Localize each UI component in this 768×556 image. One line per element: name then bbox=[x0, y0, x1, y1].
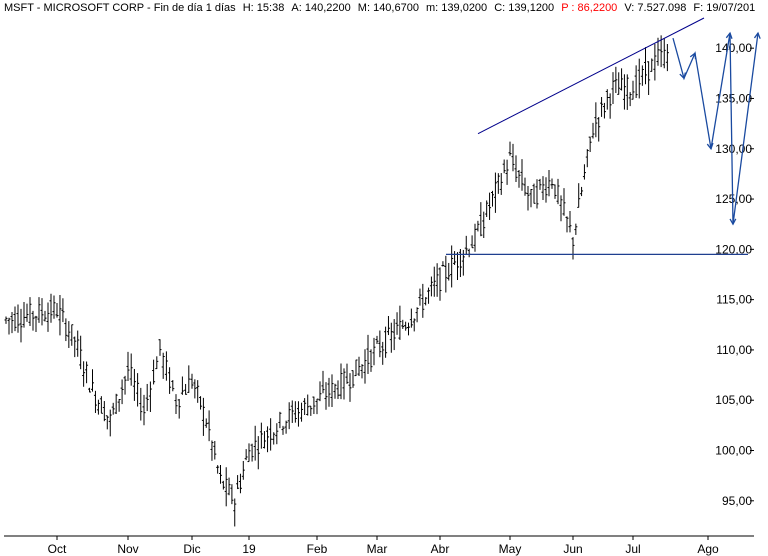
header-min: m: 139,0200 bbox=[426, 2, 488, 14]
header-volume: V: 7.527.098 bbox=[624, 2, 687, 14]
x-tick-label: Jun bbox=[563, 542, 582, 556]
projection-arrowhead bbox=[706, 142, 714, 151]
y-tick-label: 125,00 bbox=[715, 192, 752, 206]
x-tick-label: May bbox=[499, 542, 522, 556]
x-tick-label: Nov bbox=[117, 542, 138, 556]
header-p: P : 86,2200 bbox=[561, 2, 618, 14]
y-tick-label: 135,00 bbox=[715, 91, 752, 105]
x-tick-label: 19 bbox=[242, 542, 256, 556]
y-tick-label: 95,00 bbox=[722, 494, 752, 508]
x-tick-label: Abr bbox=[431, 542, 450, 556]
y-tick-label: 115,00 bbox=[716, 293, 752, 307]
projection-arrowhead bbox=[725, 31, 733, 39]
x-tick-label: Feb bbox=[307, 542, 328, 556]
y-tick-label: 105,00 bbox=[715, 393, 752, 407]
projection-arrowhead bbox=[679, 72, 687, 80]
x-tick-label: Dic bbox=[183, 542, 200, 556]
y-tick-label: 110,00 bbox=[716, 343, 752, 357]
header-open: A: 140,2200 bbox=[291, 2, 351, 14]
header-time: H: 15:38 bbox=[242, 2, 285, 14]
chart-header: MSFT - MICROSOFT CORP - Fin de día 1 día… bbox=[0, 0, 768, 16]
y-tick-label: 120,00 bbox=[715, 242, 752, 256]
x-tick-label: Mar bbox=[367, 542, 388, 556]
header-symbol: MSFT - MICROSOFT CORP - Fin de día 1 día… bbox=[4, 2, 236, 14]
y-tick-label: 130,00 bbox=[715, 142, 752, 156]
header-date: F: 19/07/201 bbox=[693, 2, 756, 14]
projection-arrowhead bbox=[753, 31, 761, 39]
y-tick-label: 100,00 bbox=[715, 444, 752, 458]
upper-trendline bbox=[477, 17, 705, 135]
x-tick-label: Jul bbox=[625, 542, 640, 556]
header-max: M: 140,6700 bbox=[357, 2, 419, 14]
x-tick-label: Ago bbox=[697, 542, 719, 556]
header-close: C: 139,1200 bbox=[494, 2, 555, 14]
y-tick-label: 140,00 bbox=[715, 41, 752, 55]
x-tick-label: Oct bbox=[48, 542, 67, 556]
projection-arrowhead bbox=[729, 218, 737, 226]
projection-arrowhead bbox=[689, 51, 697, 60]
